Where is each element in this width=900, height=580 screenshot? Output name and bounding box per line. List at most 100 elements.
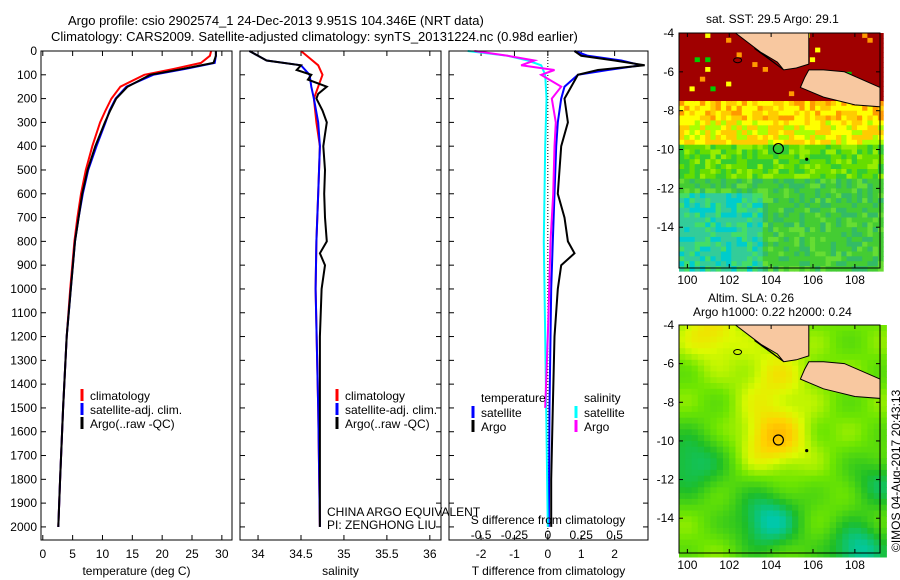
map-cell — [731, 154, 738, 160]
map-cell — [810, 330, 818, 338]
map-cell — [760, 354, 768, 361]
map-cell — [689, 198, 696, 204]
map-cell — [846, 120, 853, 126]
map-cell — [854, 522, 862, 529]
map-cell — [735, 435, 743, 442]
map-cell — [710, 42, 717, 49]
map-cell — [794, 115, 800, 121]
map-cell — [880, 383, 887, 390]
map-cell — [779, 481, 787, 488]
map-cell — [873, 487, 881, 494]
map-cell — [861, 458, 869, 465]
map-cell — [861, 487, 869, 494]
map-cell — [846, 57, 853, 63]
map-cell — [679, 198, 685, 204]
map-cell — [691, 539, 699, 546]
map-cell — [820, 261, 827, 267]
map-cell — [880, 406, 887, 413]
map-cell — [798, 452, 806, 459]
map-cell — [799, 101, 806, 107]
map-cell — [757, 91, 764, 97]
map-cell — [788, 212, 795, 219]
map-cell — [820, 130, 827, 136]
map-cell — [762, 246, 769, 253]
map-cell — [689, 236, 696, 243]
map-cell — [694, 42, 701, 49]
map-cell — [779, 545, 787, 552]
map-cell — [691, 435, 699, 442]
map-cell — [809, 207, 816, 214]
map-cell — [861, 498, 869, 506]
map-cell — [823, 516, 831, 523]
map-cell — [684, 227, 690, 233]
map-cell — [862, 169, 868, 175]
map-cell — [720, 202, 727, 209]
map-cell — [820, 47, 827, 54]
map-cell — [810, 545, 818, 552]
map-cell — [715, 139, 722, 146]
map-cell — [760, 504, 768, 512]
map-cell — [741, 149, 748, 155]
map-cell — [710, 198, 717, 204]
map-cell — [773, 545, 781, 552]
map-cell — [779, 487, 787, 494]
map-cell — [705, 207, 711, 214]
map-cell — [829, 325, 837, 332]
map-cell — [747, 207, 753, 214]
y-tick-label: 1600 — [10, 425, 37, 439]
map-cell — [689, 193, 696, 199]
map-cell — [778, 217, 785, 223]
map-cell — [762, 135, 769, 141]
map-cell — [846, 154, 853, 160]
map-cell — [736, 173, 743, 180]
map-cell — [689, 101, 696, 107]
map-cell — [804, 207, 811, 214]
map-cell — [792, 481, 799, 488]
map-cell — [757, 178, 764, 185]
map-cell — [851, 198, 858, 204]
map-cell — [823, 533, 831, 541]
map-cell — [679, 551, 686, 558]
map-cell — [817, 354, 825, 361]
map-cell — [862, 173, 868, 180]
map-cell — [851, 57, 858, 63]
map-cell — [825, 110, 832, 117]
map-cell — [799, 266, 806, 272]
map-cell — [823, 348, 831, 355]
map-cell — [679, 154, 685, 160]
map-cell — [747, 101, 753, 107]
map-cell — [815, 37, 821, 44]
map-cell — [820, 144, 827, 151]
map-cell — [842, 545, 850, 552]
series-line-s-argo — [474, 50, 563, 408]
map-cell — [842, 325, 850, 332]
map-cell — [679, 411, 686, 419]
map-cell — [783, 227, 790, 233]
map-cell — [699, 232, 706, 238]
map-cell — [783, 76, 790, 83]
map-cell — [809, 135, 816, 141]
map-cell — [841, 232, 848, 238]
map-cell — [854, 539, 862, 546]
map-cell — [736, 81, 743, 88]
map-cell — [804, 539, 812, 546]
map-cell — [867, 493, 875, 500]
map-cell — [762, 207, 769, 214]
map-cell — [704, 383, 711, 390]
map-cell — [778, 164, 785, 170]
map-cell — [704, 411, 711, 419]
map-cell — [877, 251, 884, 257]
map-cell — [757, 256, 764, 262]
map-cell — [736, 125, 743, 131]
map-cell — [699, 188, 706, 194]
map-cell — [691, 377, 699, 384]
map-cell — [867, 481, 875, 488]
map-cell — [689, 188, 696, 194]
map-cell — [710, 359, 718, 367]
map-cell — [799, 120, 806, 126]
map-cell — [741, 522, 749, 529]
island-outline — [733, 349, 743, 356]
map-cell — [731, 86, 738, 92]
map-cell — [736, 188, 743, 194]
map-cell — [694, 86, 701, 92]
